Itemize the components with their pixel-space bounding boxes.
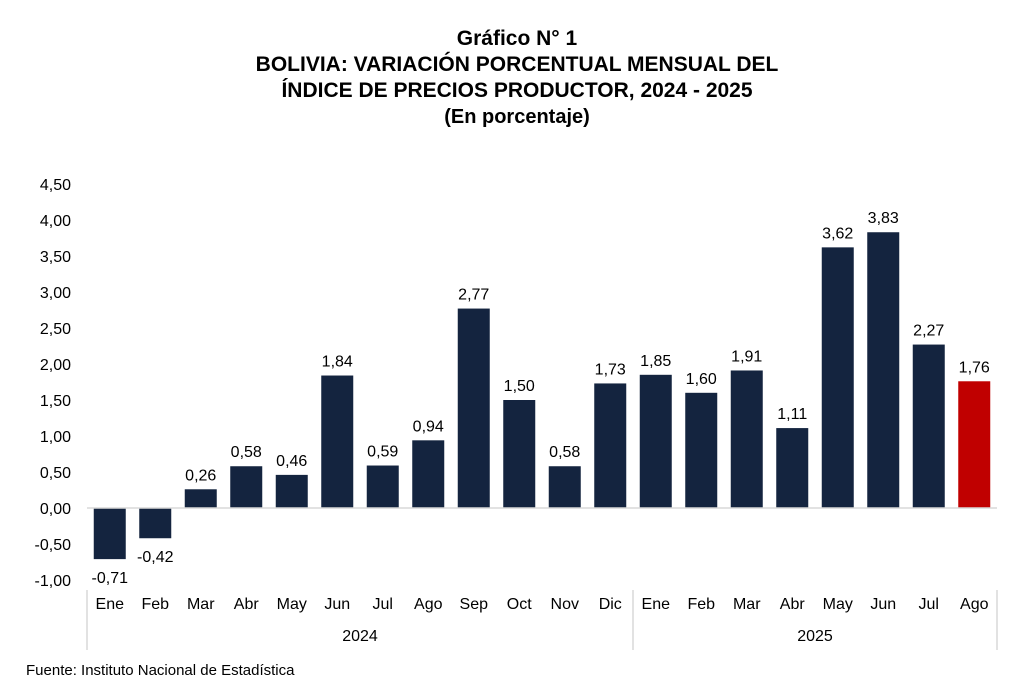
- y-tick-label: 1,50: [40, 393, 71, 410]
- x-group-label: 2025: [797, 628, 833, 645]
- data-label: 1,76: [959, 359, 990, 376]
- bar: [139, 508, 172, 539]
- x-tick-label: May: [277, 596, 307, 613]
- y-tick-label: 0,50: [40, 465, 71, 482]
- data-label: 3,83: [868, 210, 899, 227]
- data-label: 1,60: [686, 371, 717, 388]
- y-tick-label: 0,00: [40, 501, 71, 518]
- x-tick-label: Oct: [507, 596, 532, 613]
- x-tick-label: Sep: [460, 596, 489, 613]
- data-label: 1,84: [322, 354, 353, 371]
- y-tick-label: 4,00: [40, 213, 71, 230]
- y-tick-label: 1,00: [40, 429, 71, 446]
- data-label: 3,62: [822, 225, 853, 242]
- x-tick-label: Feb: [141, 596, 169, 613]
- chart-subtitle-line-1: BOLIVIA: VARIACIÓN PORCENTUAL MENSUAL DE…: [255, 53, 779, 76]
- data-label: 0,94: [413, 418, 444, 435]
- y-tick-label: 3,00: [40, 285, 71, 302]
- data-label: 0,58: [549, 444, 580, 461]
- data-label: 0,59: [367, 444, 398, 461]
- y-tick-label: 3,50: [40, 249, 71, 266]
- x-tick-label: Ene: [642, 596, 671, 613]
- chart-subtitle-line-2: ÍNDICE DE PRECIOS PRODUCTOR, 2024 - 2025: [281, 79, 753, 102]
- bar: [503, 400, 536, 508]
- chart-title: Gráfico N° 1: [456, 27, 578, 50]
- x-tick-label: Jun: [870, 596, 896, 613]
- bar: [184, 489, 217, 508]
- x-tick-label: Ago: [414, 596, 443, 613]
- data-label: 2,77: [458, 287, 489, 304]
- x-tick-label: Nov: [551, 596, 579, 613]
- bar: [867, 232, 900, 509]
- data-label: 1,91: [731, 348, 762, 365]
- bar: [321, 375, 354, 508]
- data-label: 2,27: [913, 323, 944, 340]
- x-tick-label: Ene: [96, 596, 125, 613]
- bar: [366, 465, 399, 508]
- bar: [730, 370, 763, 508]
- y-tick-label: 2,00: [40, 357, 71, 374]
- x-tick-label: Ago: [960, 596, 989, 613]
- chart-titles: Gráfico N° 1 BOLIVIA: VARIACIÓN PORCENTU…: [0, 26, 1020, 130]
- source-note: Fuente: Instituto Nacional de Estadístic…: [26, 662, 295, 679]
- x-tick-label: Jul: [919, 596, 939, 613]
- y-tick-label: 2,50: [40, 321, 71, 338]
- bar: [594, 383, 627, 508]
- x-tick-label: Jun: [324, 596, 350, 613]
- bar: [275, 474, 308, 508]
- bar: [958, 381, 991, 508]
- data-label: -0,42: [137, 549, 174, 566]
- x-tick-label: Feb: [687, 596, 715, 613]
- bar: [912, 344, 945, 508]
- x-tick-label: May: [823, 596, 853, 613]
- data-label: 0,26: [185, 467, 216, 484]
- x-tick-label: Abr: [780, 596, 806, 613]
- x-tick-label: Mar: [733, 596, 761, 613]
- chart-subtitle-line-3: (En porcentaje): [444, 106, 590, 128]
- data-label: 0,58: [231, 444, 262, 461]
- data-label: 1,73: [595, 361, 626, 378]
- bar: [412, 440, 445, 508]
- bar: [93, 508, 126, 560]
- x-tick-label: Jul: [373, 596, 393, 613]
- bar: [639, 374, 672, 508]
- data-label: 1,11: [777, 406, 807, 423]
- y-tick-label: -1,00: [35, 573, 72, 590]
- data-label: 1,85: [640, 353, 671, 370]
- bar: [548, 466, 581, 508]
- x-tick-label: Dic: [599, 596, 622, 613]
- y-tick-label: 4,50: [40, 177, 71, 194]
- bar: [776, 428, 809, 508]
- data-label: 0,46: [276, 453, 307, 470]
- y-tick-label: -0,50: [35, 537, 72, 554]
- bar: [457, 308, 490, 508]
- data-label: 1,50: [504, 378, 535, 395]
- x-group-label: 2024: [342, 628, 378, 645]
- bar: [685, 392, 718, 508]
- x-tick-label: Abr: [234, 596, 260, 613]
- x-tick-label: Mar: [187, 596, 215, 613]
- data-label: -0,71: [92, 570, 129, 587]
- bar: [821, 247, 854, 509]
- bar: [230, 466, 263, 508]
